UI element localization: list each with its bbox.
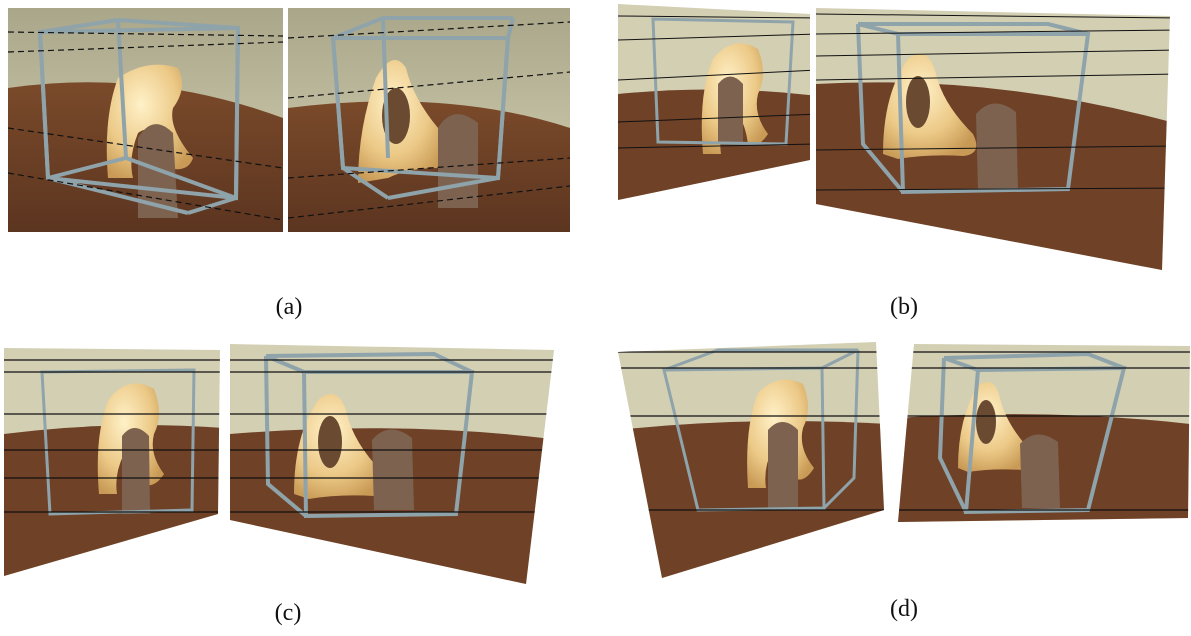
photo-right-d xyxy=(898,344,1190,522)
photo-left-a xyxy=(8,8,284,232)
wire-cube xyxy=(330,16,515,200)
caption-a: (a) xyxy=(275,294,303,320)
photo-right-a xyxy=(287,8,570,232)
photo-left-d xyxy=(618,342,884,578)
caption-c: (c) xyxy=(274,600,302,626)
panel-b-image-pair: (b) xyxy=(618,4,1188,320)
photo-right-c xyxy=(230,344,554,584)
wire-cube xyxy=(37,18,241,215)
panel-a-photos xyxy=(8,8,570,232)
panel-d-photos xyxy=(618,342,1190,578)
panel-a-image-pair: (a) xyxy=(8,8,570,320)
panel-b-photos xyxy=(618,4,1170,270)
photo-left-b xyxy=(618,4,810,200)
panel-c-image-pair: (c) xyxy=(4,344,560,626)
panel-d-image-pair: (d) xyxy=(618,338,1190,622)
epipolar-lines xyxy=(8,31,284,221)
photo-right-b xyxy=(816,8,1170,270)
caption-d: (d) xyxy=(890,596,918,622)
caption-b: (b) xyxy=(890,294,918,320)
photo-left-c xyxy=(4,348,220,576)
panel-c-photos xyxy=(4,344,554,584)
